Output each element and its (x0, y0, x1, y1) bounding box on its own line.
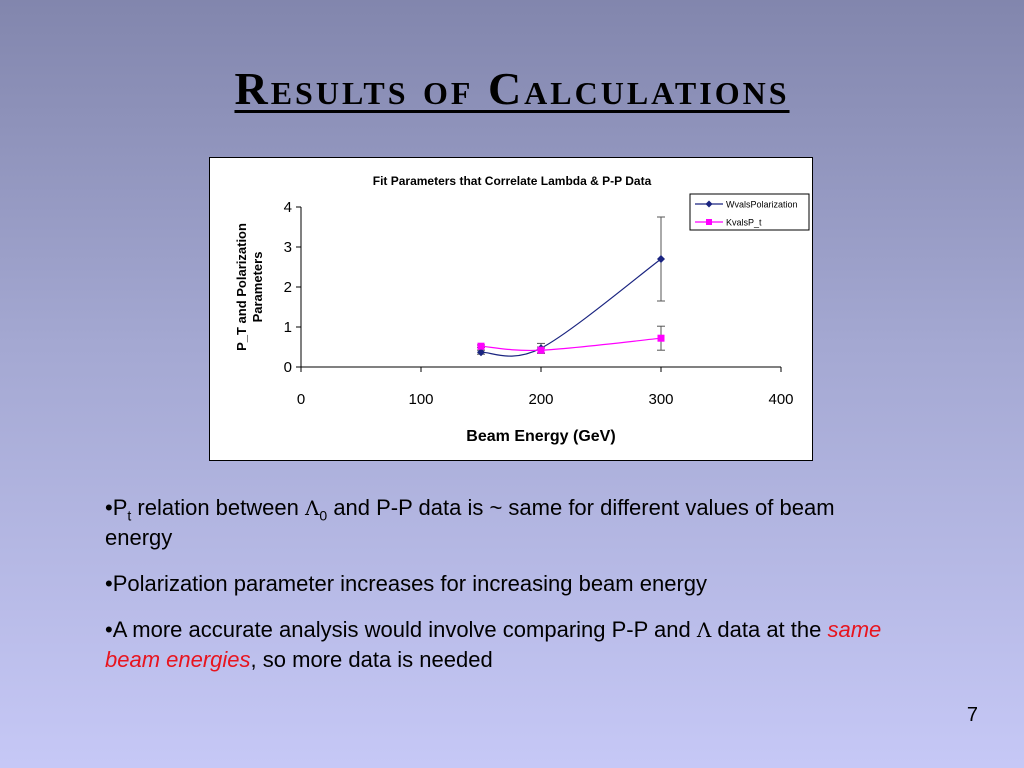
bullet-list: •Pt relation between Λ0 and P-P data is … (105, 493, 905, 691)
data-point (477, 342, 485, 350)
lambda-symbol: Λ (696, 618, 712, 642)
y-tick-label: 0 (284, 359, 292, 376)
data-point (537, 346, 545, 354)
bullet-text: •P (105, 495, 128, 520)
page-number: 7 (966, 704, 978, 726)
series-line (480, 337, 662, 352)
legend-marker (706, 219, 712, 225)
x-tick-label: 400 (768, 391, 793, 408)
y-tick-label: 1 (284, 319, 292, 336)
bullet-text: data at the (711, 617, 828, 642)
x-tick-label: 300 (648, 391, 673, 408)
subscript: 0 (319, 507, 328, 524)
bullet-text: •A more accurate analysis would involve … (105, 617, 697, 642)
y-tick-label: 4 (284, 199, 292, 216)
x-tick-label: 100 (408, 391, 433, 408)
slide-title: Results of Calculations (234, 63, 790, 114)
y-axis-label: P_T and PolarizationParameters (234, 223, 265, 351)
x-tick-label: 0 (297, 391, 305, 408)
bullet-item: •Polarization parameter increases for in… (105, 569, 905, 599)
x-tick-label: 200 (528, 391, 553, 408)
bullet-text: •Polarization parameter increases for in… (105, 571, 708, 596)
y-tick-label: 3 (284, 239, 292, 256)
bullet-item: •Pt relation between Λ0 and P-P data is … (105, 493, 905, 553)
y-tick-label: 2 (284, 279, 292, 296)
legend-label: WvalsPolarization (726, 200, 798, 210)
emphasis-text: same beam energies (105, 617, 882, 672)
legend-marker (705, 200, 713, 208)
data-point (477, 348, 485, 357)
chart: Fit Parameters that Correlate Lambda & P… (209, 157, 813, 461)
lambda-symbol: Λ (304, 496, 320, 520)
chart-svg: Fit Parameters that Correlate Lambda & P… (234, 174, 810, 445)
x-axis-label: Beam Energy (GeV) (466, 428, 615, 445)
series-line (480, 258, 662, 357)
bullet-text: and P-P data is ~ same for different val… (105, 495, 835, 550)
bullet-text: , so more data is needed (250, 647, 493, 672)
data-point (657, 334, 665, 342)
bullet-text: relation between (131, 495, 305, 520)
bullet-item: •A more accurate analysis would involve … (105, 615, 905, 675)
subscript: t (127, 507, 132, 524)
chart-title: Fit Parameters that Correlate Lambda & P… (373, 174, 652, 188)
legend-label: KvalsP_t (726, 218, 762, 228)
data-point (657, 255, 665, 263)
